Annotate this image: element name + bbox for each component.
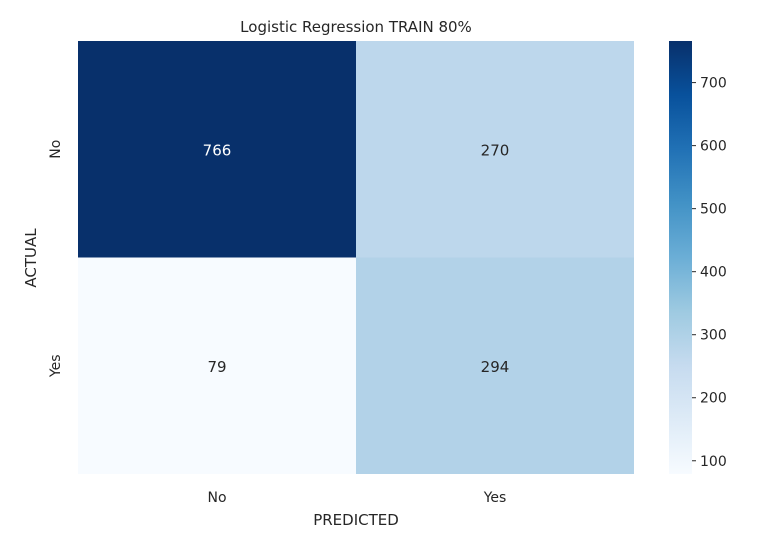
colorbar-tick-label: 200 (700, 391, 727, 407)
colorbar (669, 41, 692, 474)
x-tick-label: No (207, 490, 226, 506)
heatmap-cell (78, 257, 356, 474)
cell-value-label: 766 (203, 141, 232, 159)
cell-value-label: 270 (481, 141, 510, 159)
colorbar-tick-label: 400 (700, 265, 727, 281)
y-axis-label: ACTUAL (22, 228, 40, 288)
heatmap-cell (356, 41, 634, 258)
y-tick-label: No (48, 140, 64, 159)
colorbar-tick-label: 300 (700, 328, 727, 344)
chart-title: Logistic Regression TRAIN 80% (240, 18, 472, 36)
x-axis-label: PREDICTED (313, 511, 399, 529)
y-tick-label: Yes (48, 354, 64, 378)
colorbar-ticks: 100 200 300 400 500 600 700 (692, 76, 727, 470)
colorbar-tick-label: 100 (700, 454, 727, 470)
heatmap-cells (78, 41, 634, 474)
colorbar-tick-label: 600 (700, 139, 727, 155)
x-tick-labels: No Yes (207, 490, 506, 506)
y-tick-labels: No Yes (48, 140, 64, 378)
cell-value-label: 294 (481, 358, 510, 376)
cell-value-label: 79 (207, 358, 226, 376)
x-tick-label: Yes (483, 490, 507, 506)
colorbar-tick-label: 500 (700, 202, 727, 218)
heatmap-cell-labels: 766 270 79 294 (203, 141, 510, 376)
heatmap-cell (78, 41, 356, 258)
colorbar-tick-label: 700 (700, 76, 727, 92)
heatmap-cell (356, 257, 634, 474)
